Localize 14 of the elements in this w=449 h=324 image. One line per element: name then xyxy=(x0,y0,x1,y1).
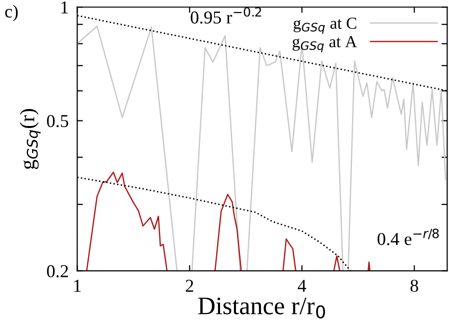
y-tick-label: 1 xyxy=(61,1,68,14)
x-axis-title: Distance r/r$_{0}$ xyxy=(198,298,325,318)
x-tick-label: 4 xyxy=(298,280,306,292)
annotation: 0.95 r$^{−0.2}$ xyxy=(190,7,262,24)
y-axis-title: g$_{GSq}$(r) xyxy=(20,109,41,170)
annotation: 0.4 e$^{−r/8}$ xyxy=(378,228,439,246)
text: c) xyxy=(5,4,18,22)
x-tick-label: 2 xyxy=(186,280,194,292)
legend-label: g$_{GSq}$ at C xyxy=(294,18,356,34)
y-tick-label: 0.2 xyxy=(47,265,68,278)
x-tick-label: 1 xyxy=(74,280,81,292)
legend-label: g$_{GSq}$ at A xyxy=(292,36,357,52)
y-tick-label: 0.5 xyxy=(47,114,68,128)
x-tick-label: 8 xyxy=(410,280,418,292)
